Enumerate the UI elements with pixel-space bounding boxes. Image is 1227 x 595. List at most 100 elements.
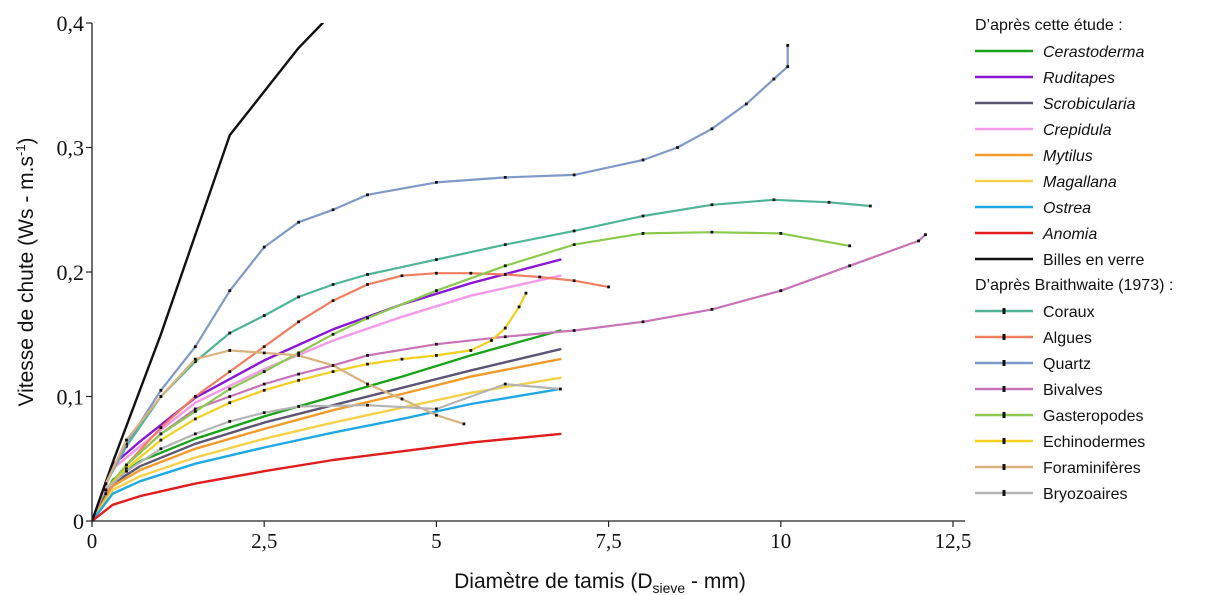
series-echinodermes	[104, 291, 528, 492]
legend-item-anomia: Anomia	[975, 226, 1097, 243]
y-tick-label: 0,3	[57, 136, 85, 161]
data-point	[228, 370, 232, 373]
x-axis-title-rest: - mm)	[685, 570, 746, 593]
legend-label: Mytilus	[1043, 148, 1093, 165]
series-line-magallana	[92, 376, 562, 523]
data-point	[710, 307, 714, 311]
x-axis-title: Diamètre de tamis (Dsieve - mm)	[454, 570, 746, 595]
y-tick-label: 0	[73, 509, 84, 534]
data-point	[772, 198, 776, 202]
data-point	[366, 193, 369, 197]
data-point	[193, 357, 197, 361]
data-point	[435, 180, 438, 184]
legend-label: Magallana	[1043, 174, 1117, 191]
data-point	[490, 339, 493, 342]
data-point	[366, 362, 369, 366]
legend-group-title: D’après cette étude :	[975, 17, 1123, 34]
data-point	[503, 243, 507, 247]
data-point	[262, 351, 266, 355]
y-tick-label: 0,2	[57, 260, 85, 285]
legend-label: Crepidula	[1043, 122, 1112, 139]
data-point	[331, 283, 335, 286]
data-point	[297, 405, 301, 408]
legend-marker	[1002, 438, 1006, 444]
legend-marker	[1002, 464, 1006, 470]
series-gasteropodes	[104, 230, 852, 492]
data-point	[572, 279, 576, 283]
data-point	[125, 444, 128, 448]
data-point	[779, 289, 783, 293]
data-point	[779, 232, 783, 235]
data-point	[104, 482, 108, 486]
x-axis-title-main: Diamètre de tamis (D	[454, 570, 652, 593]
data-point	[193, 345, 197, 349]
series-mytilus	[92, 357, 562, 523]
data-point	[772, 77, 776, 81]
data-point	[297, 220, 301, 224]
legend-item-bivalves: Bivalves	[975, 382, 1103, 399]
data-point	[503, 264, 507, 268]
data-point	[366, 354, 369, 357]
data-point	[193, 395, 197, 398]
data-point	[366, 403, 369, 407]
data-point	[435, 271, 438, 275]
series-scrobicularia	[92, 348, 562, 523]
legend-marker	[1002, 412, 1006, 418]
data-point	[538, 275, 542, 279]
legend-item-ostrea: Ostrea	[975, 200, 1091, 217]
data-point	[400, 397, 404, 401]
data-point	[159, 438, 163, 442]
legend-item-quartz: Quartz	[975, 356, 1091, 373]
data-point	[262, 382, 266, 386]
data-point	[924, 233, 927, 237]
legend-label: Echinodermes	[1043, 434, 1145, 451]
data-point	[228, 331, 232, 335]
legend-item-magallana: Magallana	[975, 174, 1117, 191]
data-point	[262, 370, 266, 373]
series-bryozoaires	[104, 382, 562, 492]
data-point	[469, 349, 473, 352]
data-point	[786, 44, 790, 47]
legend-item-algues: Algues	[975, 330, 1092, 347]
legend-item-scrobicularia: Scrobicularia	[975, 96, 1136, 113]
legend-label: Bivalves	[1043, 382, 1103, 399]
series-billes-en-verre	[92, 23, 324, 523]
legend-label: Coraux	[1043, 304, 1095, 321]
legend-item-echinodermes: Echinodermes	[975, 434, 1145, 451]
data-point	[641, 320, 645, 324]
data-point	[710, 203, 714, 207]
series-line-foraminiferes	[104, 349, 466, 485]
legend-item-bryozoaires: Bryozoaires	[975, 486, 1127, 503]
data-point	[435, 289, 438, 293]
legend-label: Anomia	[1042, 226, 1097, 243]
legend-label: Billes en verre	[1043, 252, 1144, 269]
x-tick-label: 12,5	[935, 529, 972, 553]
legend-item-billes-en-verre: Billes en verre	[975, 252, 1144, 269]
data-point	[228, 420, 232, 423]
series-line-ostrea	[92, 387, 562, 523]
y-tick-label: 0,4	[57, 11, 85, 36]
series-line-echinodermes	[104, 292, 528, 491]
data-point	[435, 354, 438, 357]
data-point	[297, 378, 301, 382]
data-point	[710, 230, 714, 234]
data-point	[607, 285, 610, 289]
data-point	[676, 146, 679, 149]
data-point	[125, 438, 128, 442]
legend-label: Scrobicularia	[1043, 96, 1136, 113]
series-line-ruditapes	[92, 258, 562, 523]
data-point	[917, 239, 920, 243]
x-axis-title-subscript: sieve	[653, 580, 686, 595]
legend-item-foraminiferes: Foraminifères	[975, 460, 1141, 477]
data-point	[400, 357, 404, 361]
series-magallana	[92, 376, 562, 523]
legend-item-mytilus: Mytilus	[975, 148, 1093, 165]
data-point	[262, 345, 266, 349]
series-line-mytilus	[92, 357, 562, 523]
legend-item-cerastoderma: Cerastoderma	[975, 44, 1144, 61]
data-point	[503, 175, 507, 179]
data-point	[517, 305, 521, 309]
series-algues	[104, 271, 610, 496]
data-point	[366, 316, 369, 320]
legend-group-title: D’après Braithwaite (1973) :	[975, 277, 1173, 294]
